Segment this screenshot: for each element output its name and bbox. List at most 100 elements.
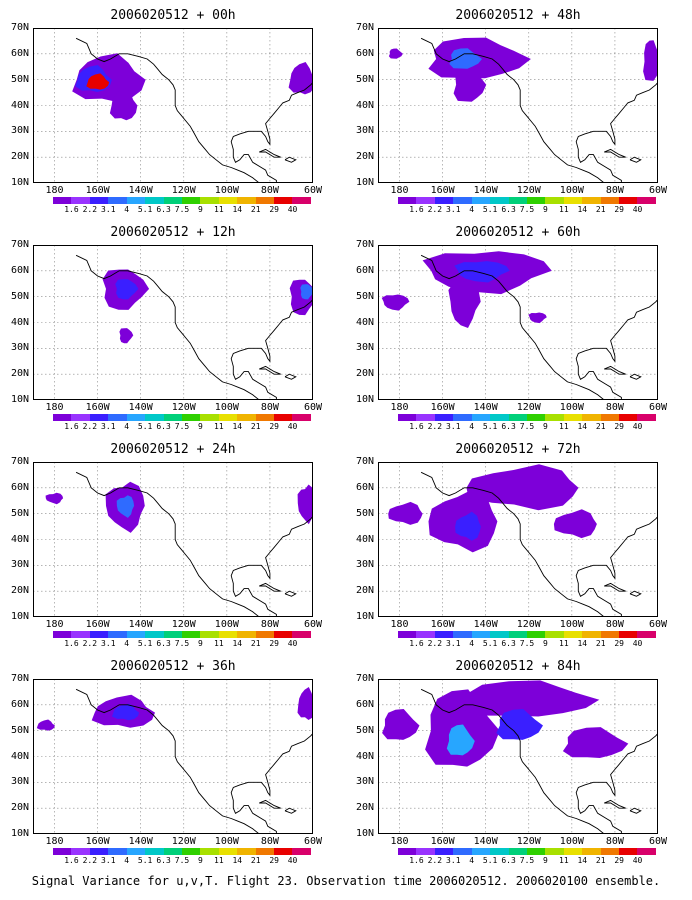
colorbar-swatch xyxy=(108,848,127,855)
colorbar-swatch xyxy=(237,848,256,855)
colorbar-swatch xyxy=(453,197,472,204)
colorbar xyxy=(53,848,311,855)
colorbar-swatch xyxy=(600,631,620,638)
colorbar-swatch xyxy=(434,197,454,204)
colorbar-label: 5.1 xyxy=(137,205,153,214)
longitude-tick-label: 100W xyxy=(559,836,584,847)
colorbar-swatch xyxy=(237,414,256,421)
variance-shading xyxy=(381,294,410,311)
latitude-tick-label: 70N xyxy=(10,456,29,467)
colorbar-label: 40 xyxy=(632,856,643,865)
colorbar-swatch xyxy=(53,631,72,638)
longitude-tick-label: 100W xyxy=(559,619,584,630)
coastline xyxy=(75,254,313,400)
colorbar xyxy=(398,848,656,855)
colorbar-label: 6.3 xyxy=(156,422,171,431)
map-frame: 70N 60N 50N 40N 30N 20N 10N 180 160W 140W 120W 100W… xyxy=(356,23,667,215)
colorbar-swatch xyxy=(292,848,311,855)
colorbar-label: 14 xyxy=(577,205,588,214)
coastline xyxy=(284,807,297,814)
colorbar-label: 6.3 xyxy=(501,639,516,648)
longitude-tick-label: 80W xyxy=(260,619,279,630)
latitude-tick-label: 40N xyxy=(10,316,29,328)
coastline xyxy=(604,148,626,158)
colorbar-swatch xyxy=(71,414,90,421)
longitude-tick-label: 160W xyxy=(430,836,455,847)
map-panel: 2006020512 + 12h 70N 60N 50N 40N 30N 20N 10N 180… xyxy=(11,225,333,433)
longitude-tick-label: 180 xyxy=(390,402,409,413)
colorbar-swatch xyxy=(545,197,564,204)
longitude-tick-label: 60W xyxy=(648,836,668,847)
coastline xyxy=(629,373,642,380)
colorbar-swatch xyxy=(398,631,417,638)
colorbar-swatch xyxy=(471,631,491,638)
colorbar-label: 29 xyxy=(269,205,279,214)
colorbar-swatch xyxy=(526,631,546,638)
coastline xyxy=(75,37,313,183)
coastline xyxy=(75,688,313,834)
map-panel: 2006020512 + 36h 70N 60N 50N 40N 30N 20N 10N 180… xyxy=(11,659,333,867)
map-border xyxy=(378,462,658,617)
colorbar-label: 2.2 xyxy=(427,856,443,865)
map-plot xyxy=(378,679,658,834)
colorbar-swatch xyxy=(218,631,238,638)
colorbar-label: 7.5 xyxy=(519,205,535,214)
longitude-tick-label: 160W xyxy=(85,836,110,847)
longitude-tick-label: 80W xyxy=(260,402,279,413)
latitude-tick-label: 20N xyxy=(355,368,374,380)
colorbar-label: 7.5 xyxy=(174,856,190,865)
colorbar-swatch xyxy=(200,848,219,855)
latitude-tick-label: 40N xyxy=(355,316,374,328)
panel-title: 2006020512 + 00h xyxy=(110,8,236,23)
map-panel: 2006020512 + 84h 70N 60N 50N 40N 30N 20N 10N 180… xyxy=(356,659,678,867)
latitude-tick-label: 50N xyxy=(355,290,374,302)
colorbar-swatch xyxy=(471,197,491,204)
colorbar-swatch xyxy=(582,414,601,421)
colorbar-label: 5.1 xyxy=(137,639,153,648)
longitude-tick-label: 180 xyxy=(390,185,409,196)
colorbar-swatch xyxy=(292,197,311,204)
colorbar-label: 7.5 xyxy=(519,856,535,865)
colorbar-label: 4 xyxy=(124,856,130,865)
colorbar-label: 6.3 xyxy=(156,205,171,214)
map-panel: 2006020512 + 72h 70N 60N 50N 40N 30N 20N 10N 180… xyxy=(356,442,678,650)
colorbar-label: 1.6 xyxy=(409,205,424,214)
longitude-tick-label: 60W xyxy=(648,402,668,413)
colorbar-label: 40 xyxy=(287,856,298,865)
colorbar-label: 21 xyxy=(250,856,261,865)
colorbar-swatch xyxy=(181,197,201,204)
colorbar-label: 21 xyxy=(595,639,606,648)
map-frame: 70N 60N 50N 40N 30N 20N 10N 180 160W 140W 120W 100W… xyxy=(356,240,667,432)
map-frame: 70N 60N 50N 40N 30N 20N 10N 180 160W 140W 120W 100W… xyxy=(11,457,322,649)
map-panel: 2006020512 + 60h 70N 60N 50N 40N 30N 20N 10N 180… xyxy=(356,225,678,433)
colorbar-swatch xyxy=(218,414,238,421)
panel-title: 2006020512 + 12h xyxy=(110,225,236,240)
longitude-tick-label: 60W xyxy=(303,402,323,413)
colorbar-label: 11 xyxy=(214,856,224,865)
colorbar-swatch xyxy=(163,197,182,204)
colorbar-swatch xyxy=(274,848,293,855)
colorbar-label: 4 xyxy=(124,422,130,431)
colorbar-label: 7.5 xyxy=(174,422,190,431)
longitude-tick-label: 120W xyxy=(516,185,541,196)
colorbar-swatch xyxy=(108,631,127,638)
colorbar-label: 4 xyxy=(469,422,475,431)
colorbar-swatch xyxy=(637,197,656,204)
map-plot xyxy=(378,245,658,400)
map-frame: 70N 60N 50N 40N 30N 20N 10N 180 160W 140W 120W 100W… xyxy=(11,240,322,432)
longitude-tick-label: 60W xyxy=(648,619,668,630)
latitude-tick-label: 60N xyxy=(10,698,29,710)
colorbar-swatch xyxy=(619,197,638,204)
colorbar-label: 3.1 xyxy=(101,639,116,648)
longitude-tick-label: 60W xyxy=(303,619,323,630)
colorbar-swatch xyxy=(490,848,509,855)
colorbar-swatch xyxy=(453,414,472,421)
colorbar-label: 29 xyxy=(269,639,279,648)
colorbar-swatch xyxy=(218,848,238,855)
latitude-tick-label: 20N xyxy=(10,151,29,163)
latitude-tick-label: 60N xyxy=(10,264,29,276)
longitude-tick-label: 120W xyxy=(171,619,196,630)
colorbar-label: 11 xyxy=(214,639,224,648)
longitude-tick-label: 120W xyxy=(516,402,541,413)
colorbar-swatch xyxy=(526,848,546,855)
